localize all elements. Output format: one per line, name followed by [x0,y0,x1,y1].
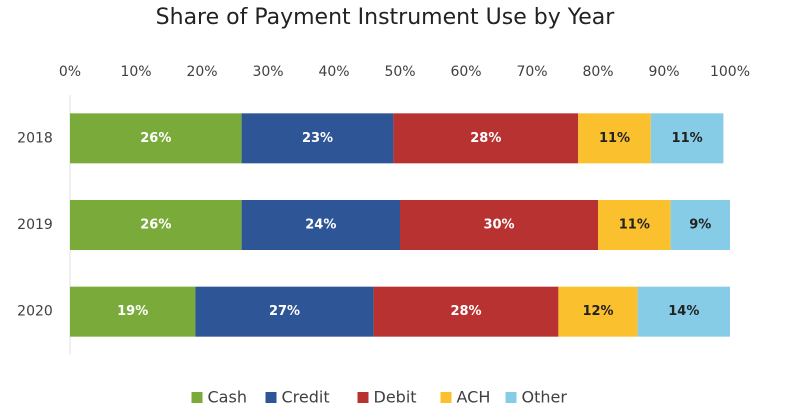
x-tick-label: 100% [710,64,750,80]
x-tick-label: 80% [582,64,613,80]
x-tick-label: 70% [516,64,547,80]
legend-label: ACH [457,388,491,407]
bar-segment [598,200,671,250]
bar-segment [637,286,730,337]
bar-segment [241,200,400,250]
y-tick-label: 2018 [17,130,53,146]
value-label: 11% [672,131,703,146]
legend-swatch [191,392,203,403]
x-tick-label: 50% [384,64,415,80]
legend-swatch [265,392,277,403]
value-label: 24% [305,218,336,233]
legend-swatch [357,392,369,403]
x-tick-label: 60% [450,64,481,80]
bar-segment [393,113,579,164]
value-label: 27% [269,304,300,319]
value-label: 14% [668,304,699,319]
x-tick-label: 10% [120,64,151,80]
value-label: 19% [117,304,148,319]
bar-segment [650,113,724,164]
legend-label: Cash [208,388,247,407]
value-label: 9% [689,218,711,233]
legend-label: Credit [282,388,330,407]
x-tick-label: 90% [648,64,679,80]
bar-segment [578,113,651,164]
bar-segment [195,286,374,337]
bar-segment [241,113,394,164]
x-tick-label: 40% [318,64,349,80]
value-label: 28% [450,304,481,319]
legend-swatch [505,392,517,403]
bar-segment [400,200,598,250]
y-tick-label: 2020 [17,304,53,320]
x-tick-label: 0% [59,64,81,80]
bar-segment [558,286,638,337]
x-tick-label: 30% [252,64,283,80]
bar-segment [70,113,242,164]
y-tick-label: 2019 [17,217,53,233]
chart-title: Share of Payment Instrument Use by Year [156,5,616,30]
value-label: 26% [140,218,171,233]
x-tick-label: 20% [186,64,217,80]
value-label: 12% [582,304,613,319]
value-label: 11% [599,131,630,146]
value-label: 11% [619,218,650,233]
bar-segment [670,200,730,250]
value-label: 28% [470,131,501,146]
legend-label: Debit [374,388,417,407]
value-label: 30% [483,218,514,233]
bar-segment [70,200,242,250]
legend-swatch [440,392,452,403]
value-label: 26% [140,131,171,146]
value-label: 23% [302,131,333,146]
bar-segment [70,286,196,337]
legend-label: Other [522,388,568,407]
bar-segment [373,286,559,337]
